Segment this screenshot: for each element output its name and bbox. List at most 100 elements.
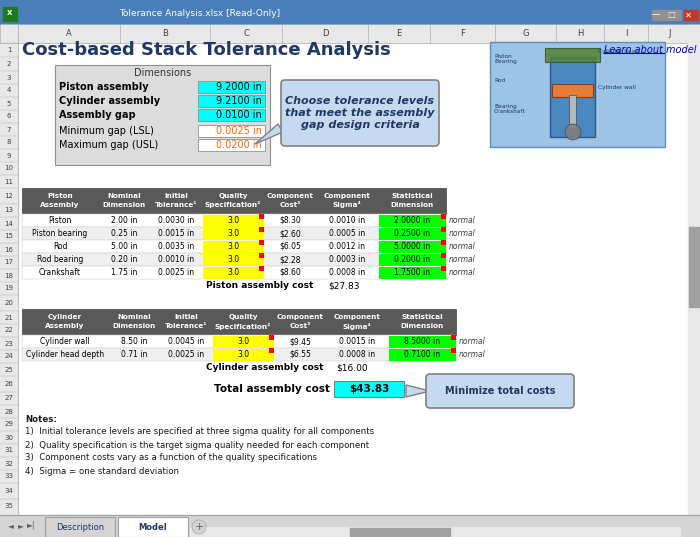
Text: 9.2000 in: 9.2000 in [216,82,262,92]
Text: Component: Component [267,193,314,199]
Text: 11: 11 [4,178,13,185]
Text: normal: normal [449,268,476,277]
Text: Cylinder head depth: Cylinder head depth [26,350,104,359]
Text: 0.0003 in: 0.0003 in [329,255,365,264]
Bar [688,25,700,515]
Bar [441,227,446,232]
Bar [213,336,274,347]
Text: 0.0010 in: 0.0010 in [329,216,365,225]
Bar [389,349,456,360]
Text: Assembly gap: Assembly gap [59,110,136,120]
Text: Cost³: Cost³ [289,323,311,329]
Bar [22,240,446,253]
Bar [198,95,265,107]
Text: Quality: Quality [218,193,248,199]
Text: Tolerance¹: Tolerance¹ [164,323,207,329]
Bar [334,381,404,397]
Bar [379,214,445,227]
Bar [118,517,188,537]
Text: H: H [577,30,583,39]
Text: 0.0015 in: 0.0015 in [158,229,194,238]
Polygon shape [255,124,283,144]
Text: Sigma⁴: Sigma⁴ [342,323,372,330]
Bar [22,227,446,240]
Text: Cylinder assembly: Cylinder assembly [59,96,160,106]
Text: Piston: Piston [47,193,73,199]
Text: 34: 34 [5,488,13,494]
Text: 3.0: 3.0 [227,268,239,277]
Bar [202,241,263,252]
Bar [259,266,264,271]
Text: 25: 25 [5,366,13,373]
Text: 18: 18 [4,272,13,279]
Text: $2.60: $2.60 [279,229,301,238]
Bar [198,125,265,137]
Text: $6.05: $6.05 [279,242,301,251]
Text: Rod: Rod [494,77,505,83]
Text: Piston: Piston [48,216,71,225]
Text: 0.0025 in: 0.0025 in [158,268,194,277]
Text: 8: 8 [7,140,11,146]
Text: 0.0030 in: 0.0030 in [158,216,194,225]
Text: 21: 21 [5,315,13,321]
Text: 0.0025 in: 0.0025 in [216,126,262,136]
Text: □: □ [667,11,675,19]
Text: normal: normal [449,242,476,251]
Text: Learn about model: Learn about model [604,45,696,55]
Text: Nominal: Nominal [117,314,150,320]
Bar [269,335,274,340]
Text: 17: 17 [4,259,13,265]
Text: 20: 20 [5,300,13,306]
Text: Minimum gap (LSL): Minimum gap (LSL) [59,126,154,136]
Text: G: G [522,30,528,39]
Text: 19: 19 [4,286,13,292]
Text: 2: 2 [7,61,11,67]
Text: Maximum gap (USL): Maximum gap (USL) [59,140,158,150]
Text: 0.0008 in: 0.0008 in [339,350,375,359]
Text: $8.60: $8.60 [279,268,301,277]
Text: 26: 26 [5,381,13,387]
Text: $6.55: $6.55 [289,350,311,359]
Text: Tolerance¹: Tolerance¹ [155,202,197,208]
Text: 27: 27 [5,395,13,402]
Text: Total assembly cost: Total assembly cost [214,384,330,394]
Text: X: X [7,10,13,16]
Text: Model: Model [139,523,167,532]
Bar [379,266,445,279]
Text: 29: 29 [5,422,13,427]
Bar [259,227,264,232]
Text: Piston bearing: Piston bearing [32,229,88,238]
Text: ►: ► [18,521,24,531]
Bar [441,214,446,219]
Text: Component: Component [334,314,380,320]
Text: A: A [66,30,72,39]
Text: Initial: Initial [174,314,198,320]
Bar [550,57,595,137]
Text: 14: 14 [5,221,13,227]
Text: Component: Component [276,314,323,320]
Text: 12: 12 [5,193,13,199]
Bar [0,0,700,25]
Bar [684,10,698,20]
Text: 30: 30 [4,434,13,440]
Bar [202,214,263,227]
Bar [490,42,665,147]
Text: Specification²: Specification² [215,323,271,330]
Text: Statistical: Statistical [391,193,433,199]
Text: +: + [195,522,204,532]
Bar [269,348,274,353]
Text: 1: 1 [7,47,11,53]
Text: 32: 32 [5,461,13,467]
Text: 16: 16 [4,246,13,252]
Text: 3)  Component costs vary as a function of the quality specifications: 3) Component costs vary as a function of… [25,454,317,462]
Text: $8.30: $8.30 [279,216,301,225]
Text: 1)  Initial tolerance levels are specified at three sigma quality for all compon: 1) Initial tolerance levels are specifie… [25,427,374,437]
Polygon shape [406,385,430,397]
Text: 8.50 in: 8.50 in [121,337,147,346]
Bar [22,188,446,214]
Text: Rod bearing: Rod bearing [37,255,83,264]
Text: $9.45: $9.45 [289,337,311,346]
Bar [22,266,446,279]
Text: 3.0: 3.0 [227,242,239,251]
Bar [379,241,445,252]
